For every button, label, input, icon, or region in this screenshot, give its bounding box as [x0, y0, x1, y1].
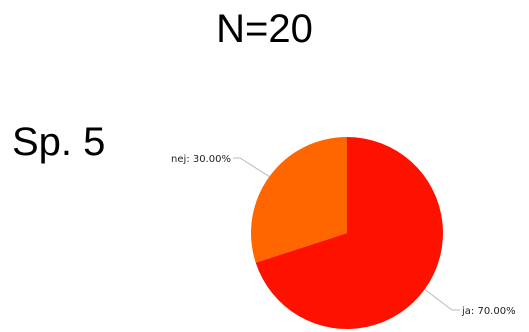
leader-line-nej — [233, 157, 270, 178]
leader-line-ja — [424, 289, 460, 311]
pie-leader-lines — [233, 157, 460, 311]
pie-slice-nej — [251, 137, 347, 263]
pie-labels: ja: 70.00% nej: 30.00% — [171, 154, 516, 317]
pie-slice-ja — [255, 137, 443, 330]
slice-label-nej: nej: 30.00% — [171, 154, 231, 165]
slice-label-ja: ja: 70.00% — [461, 306, 516, 317]
question-label: Sp. 5 — [12, 120, 106, 164]
pie-slices — [251, 137, 443, 330]
page-title: N=20 — [216, 7, 313, 51]
